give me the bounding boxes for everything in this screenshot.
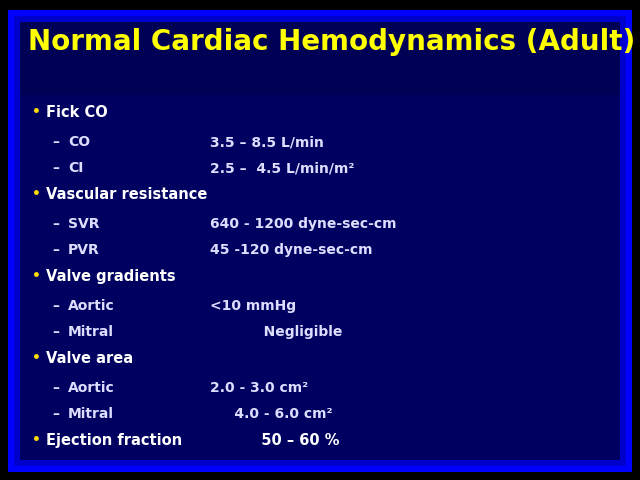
Text: •: • xyxy=(32,269,41,283)
Text: –: – xyxy=(52,243,59,257)
Text: –: – xyxy=(52,217,59,231)
Text: •: • xyxy=(32,187,41,201)
Text: Valve gradients: Valve gradients xyxy=(46,269,175,284)
Text: –: – xyxy=(52,161,59,175)
Text: PVR: PVR xyxy=(68,243,100,257)
Text: –: – xyxy=(52,299,59,313)
Text: CI: CI xyxy=(68,161,83,175)
Text: Aortic: Aortic xyxy=(68,299,115,313)
Text: –: – xyxy=(52,135,59,149)
Text: 4.0 - 6.0 cm²: 4.0 - 6.0 cm² xyxy=(210,407,333,421)
Text: •: • xyxy=(32,351,41,365)
Text: Valve area: Valve area xyxy=(46,351,133,366)
Text: Normal Cardiac Hemodynamics (Adult): Normal Cardiac Hemodynamics (Adult) xyxy=(28,28,636,56)
Bar xyxy=(20,22,620,95)
Text: –: – xyxy=(52,381,59,395)
Text: Mitral: Mitral xyxy=(68,407,114,421)
Text: Negligible: Negligible xyxy=(210,325,342,339)
Text: •: • xyxy=(32,433,41,447)
Text: Vascular resistance: Vascular resistance xyxy=(46,187,207,202)
Text: 640 - 1200 dyne-sec-cm: 640 - 1200 dyne-sec-cm xyxy=(210,217,397,231)
Text: –: – xyxy=(52,407,59,421)
Text: SVR: SVR xyxy=(68,217,99,231)
Text: Fick CO: Fick CO xyxy=(46,105,108,120)
Text: 2.0 - 3.0 cm²: 2.0 - 3.0 cm² xyxy=(210,381,308,395)
Text: •: • xyxy=(32,105,41,119)
Text: CO: CO xyxy=(68,135,90,149)
Text: 3.5 – 8.5 L/min: 3.5 – 8.5 L/min xyxy=(210,135,324,149)
Text: Ejection fraction: Ejection fraction xyxy=(46,433,182,448)
Text: 50 – 60 %: 50 – 60 % xyxy=(210,433,339,448)
Text: 2.5 –  4.5 L/min/m²: 2.5 – 4.5 L/min/m² xyxy=(210,161,355,175)
Text: 45 -120 dyne-sec-cm: 45 -120 dyne-sec-cm xyxy=(210,243,372,257)
Text: –: – xyxy=(52,325,59,339)
Text: Mitral: Mitral xyxy=(68,325,114,339)
Text: <10 mmHg: <10 mmHg xyxy=(210,299,296,313)
Text: Aortic: Aortic xyxy=(68,381,115,395)
